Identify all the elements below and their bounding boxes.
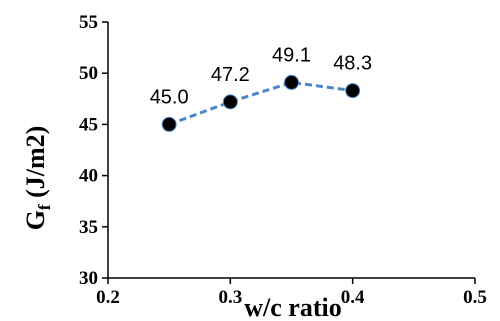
- series-line: [161, 74, 361, 132]
- data-point: [284, 74, 299, 90]
- y-axis-symbol: G: [21, 210, 50, 230]
- y-tick-label: 45: [79, 114, 98, 135]
- x-tick-label: 0.3: [218, 287, 242, 308]
- y-axis-subscript: f: [35, 204, 54, 210]
- y-tick-label: 55: [79, 12, 98, 33]
- y-tick-label: 30: [79, 268, 98, 289]
- y-axis-title: Gf (J/m2): [21, 126, 54, 231]
- series-line-path: [168, 80, 353, 126]
- data-labels: 45.0 47.2 49.1 48.3: [150, 44, 372, 108]
- x-tick-labels: 0.2 0.3 0.4 0.5: [96, 287, 487, 308]
- x-axis-title: w/c ratio: [244, 293, 341, 321]
- x-tick-label: 0.5: [463, 287, 487, 308]
- data-label: 45.0: [150, 86, 189, 108]
- x-tick-label: 0.4: [341, 287, 365, 308]
- data-label: 49.1: [272, 44, 311, 66]
- y-axis-title-group: Gf (J/m2): [21, 126, 54, 231]
- axes: [102, 21, 476, 284]
- data-point: [222, 94, 238, 110]
- y-tick-label: 35: [79, 217, 98, 238]
- y-tick-labels: 30 35 40 45 50 55: [79, 12, 98, 289]
- y-tick-label: 40: [79, 166, 98, 187]
- y-axis-unit: (J/m2): [21, 126, 50, 198]
- x-tick-label: 0.2: [96, 287, 120, 308]
- data-point: [345, 83, 361, 99]
- data-label: 47.2: [211, 64, 250, 86]
- data-point: [161, 116, 177, 132]
- y-tick-label: 50: [79, 63, 98, 84]
- data-label: 48.3: [333, 53, 372, 75]
